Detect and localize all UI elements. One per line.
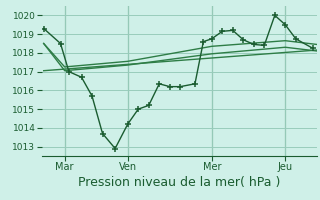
X-axis label: Pression niveau de la mer( hPa ): Pression niveau de la mer( hPa ) [78, 176, 280, 189]
